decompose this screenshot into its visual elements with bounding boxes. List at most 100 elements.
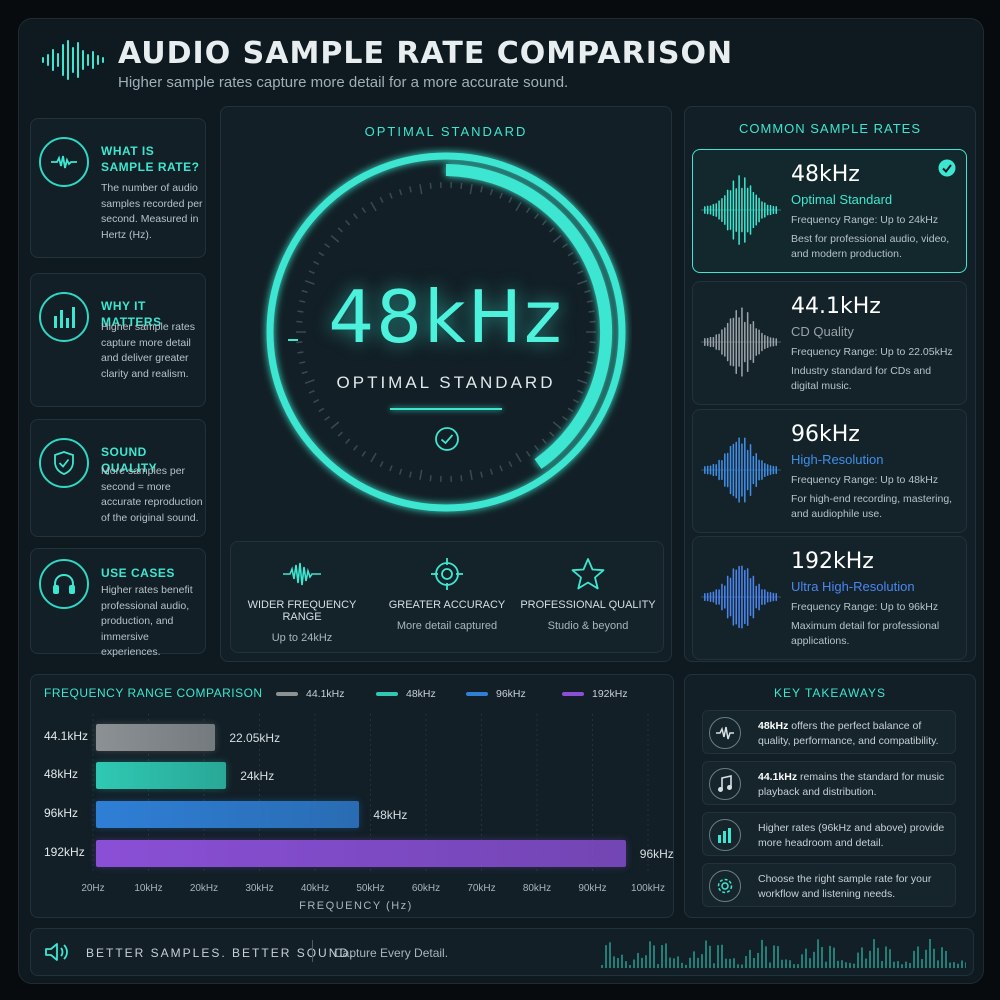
bar-chart-icon <box>39 292 89 342</box>
headphones-icon <box>39 559 89 609</box>
bar-value-label: 22.05kHz <box>229 731 281 745</box>
target-icon <box>431 558 463 590</box>
legend-swatch <box>562 692 584 696</box>
waveform-icon <box>283 562 321 586</box>
bar-category-label: 44.1kHz <box>44 729 89 743</box>
waveform-icon <box>39 137 89 187</box>
info-card-title: WHY IT MATTERS <box>101 299 162 329</box>
x-tick-label: 10kHz <box>134 883 163 894</box>
takeaway-highlight: 44.1kHz <box>758 771 798 783</box>
takeaway-item: Higher rates (96kHz and above) provide m… <box>702 812 956 856</box>
x-tick-label: 40kHz <box>300 883 330 894</box>
bar-value-label: 96kHz <box>639 847 674 861</box>
info-card-title: WHAT IS SAMPLE RATE? <box>101 144 200 174</box>
info-card-title: SOUND QUALITY <box>101 445 158 475</box>
rate-name: Optimal Standard <box>791 192 893 207</box>
info-card-text: Higher sample rates capture more detail … <box>101 321 195 380</box>
takeaway-item: Choose the right sample rate for your wo… <box>702 863 956 907</box>
legend-label: 192kHz <box>592 688 628 700</box>
bar-48kHz <box>96 762 227 789</box>
feature-accuracy: GREATER ACCURACY More detail captured <box>373 555 521 632</box>
rate-card-44.1kHz[interactable]: 44.1kHz CD Quality Frequency Range: Up to … <box>692 281 967 405</box>
waveform-icon <box>701 565 781 629</box>
bar-44.1kHz <box>96 724 216 751</box>
rate-frequency-range: Frequency Range: Up to 24kHz <box>791 214 939 226</box>
legend-item: 48kHz <box>376 688 436 700</box>
legend-item: 44.1kHz <box>276 688 345 700</box>
feature-frequency-range: WIDER FREQUENCY RANGE Up to 24kHz <box>228 555 376 644</box>
info-card-sample-rate: WHAT IS SAMPLE RATE? The number of audio… <box>30 118 206 258</box>
speaker-icon <box>45 943 68 961</box>
info-card-text: Higher rates benefit professional audio,… <box>101 584 193 658</box>
bar-category-label: 192kHz <box>44 845 85 859</box>
bar-192kHz <box>96 840 626 867</box>
star-icon <box>571 558 605 590</box>
x-tick-label: 20kHz <box>189 883 219 894</box>
feature-sub: More detail captured <box>396 620 498 632</box>
footer-tagline: BETTER SAMPLES. BETTER SOUND. <box>86 946 356 960</box>
rate-name: CD Quality <box>791 324 854 339</box>
info-card-text: More samples per second = more accurate … <box>101 465 203 524</box>
feature-professional: PROFESSIONAL QUALITY Studio & beyond <box>514 555 662 632</box>
rate-card-192kHz[interactable]: 192kHz Ultra High-Resolution Frequency Ran… <box>692 536 967 660</box>
rate-description: Maximum detail for professional applicat… <box>791 620 940 647</box>
rate-value: 48kHz <box>791 162 860 187</box>
gauge-heading: OPTIMAL STANDARD <box>364 124 528 139</box>
takeaway-body: Choose the right sample rate for your wo… <box>758 873 932 900</box>
rate-frequency-range: Frequency Range: Up to 48kHz <box>791 474 939 486</box>
music-note-icon <box>709 768 741 800</box>
rate-description: For high-end recording, mastering, and a… <box>791 493 953 520</box>
bar-chart-icon <box>709 819 741 851</box>
legend-label: 44.1kHz <box>306 688 345 700</box>
gauge-ticks <box>296 182 596 482</box>
x-tick-label: 50kHz <box>356 883 385 894</box>
rate-frequency-range: Frequency Range: Up to 22.05kHz <box>791 346 953 358</box>
gauge-caption: OPTIMAL STANDARD <box>336 373 556 392</box>
gear-icon <box>709 870 741 902</box>
page-title: AUDIO SAMPLE RATE COMPARISON <box>118 36 734 71</box>
x-tick-label: 60kHz <box>411 883 441 894</box>
takeaway-item: 48kHz offers the perfect balance of qual… <box>702 710 956 754</box>
info-card-use-cases: USE CASES Higher rates benefit professio… <box>30 548 206 658</box>
page-subtitle: Higher sample rates capture more detail … <box>118 74 569 91</box>
check-circle-icon <box>435 427 459 451</box>
bar-value-label: 24kHz <box>240 769 275 783</box>
bar-value-label: 48kHz <box>373 808 408 822</box>
footer-divider <box>312 940 313 962</box>
footer-waveform-decoration <box>601 939 966 968</box>
legend-label: 96kHz <box>496 688 526 700</box>
legend-swatch <box>376 692 398 696</box>
takeaway-body: Higher rates (96kHz and above) provide m… <box>758 822 945 849</box>
rate-card-48kHz[interactable]: 48kHz Optimal Standard Frequency Range: Up… <box>692 149 967 273</box>
gauge-divider <box>390 408 502 410</box>
bar-96kHz <box>96 801 360 828</box>
waveform-icon <box>709 717 741 749</box>
rate-value: 44.1kHz <box>791 294 881 319</box>
bar-category-label: 48kHz <box>44 767 79 781</box>
info-card-text: The number of audio samples recorded per… <box>101 182 203 241</box>
rate-name: High-Resolution <box>791 452 884 467</box>
feature-title: WIDER FREQUENCY RANGE <box>247 599 357 623</box>
rate-frequency-range: Frequency Range: Up to 96kHz <box>791 601 939 613</box>
x-tick-label: 100kHz <box>631 883 665 894</box>
gauge-progress-arc <box>445 164 613 469</box>
takeaway-item: 44.1kHz remains the standard for music p… <box>702 761 956 805</box>
gauge-outer-ring <box>266 152 626 512</box>
x-tick-label: 70kHz <box>467 883 496 894</box>
chart-panel <box>30 674 674 918</box>
takeaway-text: Choose the right sample rate for your wo… <box>758 872 953 901</box>
legend-item: 192kHz <box>562 688 628 700</box>
rate-card-96kHz[interactable]: 96kHz High-Resolution Frequency Range: Up … <box>692 409 967 533</box>
feature-title: PROFESSIONAL QUALITY <box>520 599 656 611</box>
legend-swatch <box>276 692 298 696</box>
takeaway-highlight: 48kHz <box>758 720 789 732</box>
x-tick-label: 20Hz <box>81 883 105 894</box>
gauge-value: 48kHz <box>328 275 564 359</box>
legend-label: 48kHz <box>406 688 436 700</box>
x-tick-label: 30kHz <box>245 883 274 894</box>
info-card-title: USE CASES <box>101 566 175 580</box>
rate-value: 192kHz <box>791 549 874 574</box>
feature-sub: Up to 24kHz <box>271 632 333 644</box>
takeaway-text: Higher rates (96kHz and above) provide m… <box>758 821 953 850</box>
takeaway-body: remains the standard for music playback … <box>758 771 945 798</box>
